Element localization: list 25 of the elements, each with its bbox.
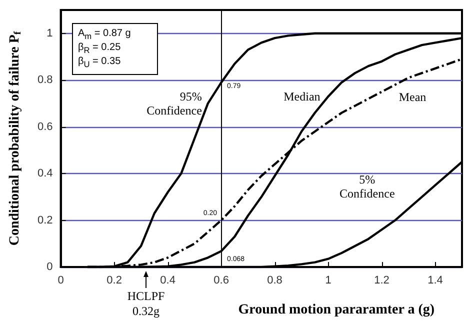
series-label: Mean	[398, 90, 426, 104]
y-tick-label: 1	[46, 27, 53, 40]
annotation: A$_{m}$ = 0.87 g	[78, 28, 132, 42]
y-axis-title: Conditional probability of failure Pf	[8, 30, 24, 246]
parameter-box: A$_{m}$ = 0.87 g β$_{R}$ = 0.25 β$_{U}$ = 0.35	[72, 23, 158, 75]
x-tick-label: 1.4	[428, 274, 443, 286]
x-tick-label: 0.8	[267, 274, 282, 286]
y-tick-label: 0	[46, 261, 53, 273]
annotation: β$_{U}$ = 0.35	[78, 56, 122, 70]
x-tick-label: 1.2	[374, 274, 390, 286]
x-tick-label: 0.2	[106, 274, 122, 286]
series-label: 95% Confidence	[146, 89, 202, 118]
series-label: 5% Confidence	[339, 172, 395, 200]
x-tick-label: 0	[58, 274, 64, 286]
x-axis-title: Ground motion pararamter a (g)	[238, 302, 435, 318]
x-tick-label: 0.4	[160, 274, 176, 286]
y-tick-label: 0.8	[38, 74, 53, 86]
y-tick-label: 0.6	[38, 120, 53, 133]
annotation: β$_{R}$ = 0.25	[78, 42, 122, 56]
x-tick-label: 1	[325, 274, 332, 286]
text: HCLPF 0.32g	[127, 289, 165, 319]
x-tick-label: 0.6	[214, 274, 229, 286]
y-tick-label: 0.4	[38, 168, 53, 180]
series-label: Median	[284, 89, 320, 104]
y-tick-label: 0.2	[38, 214, 53, 226]
